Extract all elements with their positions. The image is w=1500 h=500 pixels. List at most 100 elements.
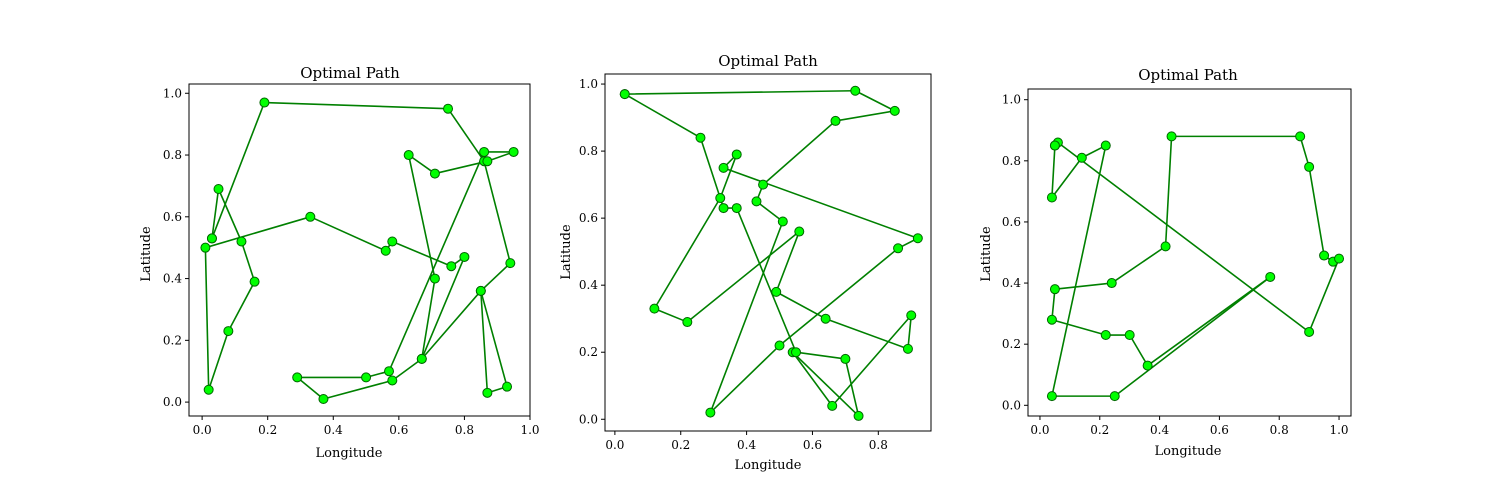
path-segment xyxy=(211,101,266,240)
y-tick-label: 0.4 xyxy=(579,278,598,292)
city-point xyxy=(731,149,742,160)
path-segment xyxy=(1308,257,1340,333)
city-point xyxy=(1160,241,1171,252)
path-segment xyxy=(1113,276,1272,397)
chart-panel-1: Optimal Path Longitude Latitude 0.0 0.2 0.… xyxy=(139,64,540,461)
x-tick-label: 0.0 xyxy=(1030,423,1049,437)
path-segment xyxy=(854,89,896,112)
path-segment xyxy=(907,314,913,350)
city-point xyxy=(774,340,785,351)
x-tick-label: 0.0 xyxy=(605,438,624,452)
city-point xyxy=(682,317,693,328)
city-point xyxy=(403,150,414,161)
y-tick-label: 0.0 xyxy=(163,395,182,409)
path-series xyxy=(200,97,519,405)
path-segment xyxy=(1051,144,1056,199)
y-tick-label: 0.2 xyxy=(579,345,598,359)
city-point xyxy=(203,384,214,395)
chart-title: Optimal Path xyxy=(1138,66,1238,84)
city-point xyxy=(751,196,762,207)
city-point xyxy=(906,310,917,321)
path-segment xyxy=(831,314,913,407)
city-point xyxy=(505,258,516,269)
city-point xyxy=(446,261,457,272)
path-segment xyxy=(391,358,423,382)
city-point xyxy=(718,203,729,214)
city-point xyxy=(1304,161,1315,172)
city-point xyxy=(1334,253,1345,264)
city-point xyxy=(380,245,391,256)
y-tick-label: 1.0 xyxy=(163,86,182,100)
x-axis-label: Longitude xyxy=(735,458,802,473)
city-point xyxy=(443,103,454,114)
x-tick-label: 0.0 xyxy=(193,423,212,437)
y-tick-label: 0.6 xyxy=(1002,215,1021,229)
city-point xyxy=(1142,360,1153,371)
axis-ticks: 0.0 0.2 0.4 0.6 0.8 1.0 0.0 0.2 0.4 0.6 0.8 1.0 xyxy=(163,86,540,437)
path-segment xyxy=(1299,135,1310,168)
city-point xyxy=(705,407,716,418)
plot-area-frame xyxy=(188,83,531,417)
city-point xyxy=(318,394,329,405)
path-segment xyxy=(653,197,722,310)
city-point xyxy=(758,179,769,190)
x-tick-label: 0.8 xyxy=(869,438,888,452)
y-tick-label: 0.0 xyxy=(579,412,598,426)
city-point xyxy=(649,303,660,314)
path-segment xyxy=(686,230,801,323)
city-point xyxy=(361,372,372,383)
city-point xyxy=(1100,330,1111,341)
path-segment xyxy=(483,160,512,264)
path-segment xyxy=(204,216,312,249)
city-point xyxy=(830,115,841,126)
x-axis-label: Longitude xyxy=(1155,444,1222,459)
city-point xyxy=(1049,284,1060,295)
path-segment xyxy=(791,351,860,417)
city-point xyxy=(853,410,864,421)
city-point xyxy=(1100,140,1111,151)
x-tick-label: 1.0 xyxy=(520,423,539,437)
path-segment xyxy=(296,376,325,400)
city-point xyxy=(1304,326,1315,337)
path-segment xyxy=(755,200,784,223)
x-tick-label: 0.4 xyxy=(324,423,343,437)
path-segment xyxy=(824,317,909,350)
path-segment xyxy=(217,188,243,243)
y-tick-label: 0.6 xyxy=(163,210,182,224)
city-point xyxy=(502,381,513,392)
city-point xyxy=(482,387,493,398)
path-segment xyxy=(653,307,689,323)
city-point xyxy=(387,236,398,247)
path-segment xyxy=(623,89,857,95)
path-segment xyxy=(240,240,256,283)
chart-title: Optimal Path xyxy=(300,64,400,82)
path-segment xyxy=(434,160,489,175)
path-segment xyxy=(709,220,784,414)
city-point xyxy=(790,347,801,358)
city-point xyxy=(794,226,805,237)
city-point xyxy=(1319,250,1330,261)
path-segment xyxy=(1128,334,1149,367)
path-segment xyxy=(1308,166,1325,257)
path-segment xyxy=(480,290,489,394)
city-point xyxy=(718,162,729,173)
city-point xyxy=(1295,131,1306,142)
path-segment xyxy=(322,379,394,400)
city-point xyxy=(259,97,270,108)
y-tick-label: 0.2 xyxy=(1002,337,1021,351)
path-segment xyxy=(207,330,230,391)
city-point xyxy=(1046,192,1057,203)
y-tick-label: 0.8 xyxy=(579,144,598,158)
path-segment xyxy=(844,358,860,417)
path-segment xyxy=(1054,282,1113,290)
path-segment xyxy=(795,351,847,360)
city-point xyxy=(305,211,316,222)
city-point xyxy=(1166,131,1177,142)
path-segment xyxy=(480,290,508,388)
city-point xyxy=(1076,152,1087,163)
city-point xyxy=(479,146,490,157)
plot-area-frame xyxy=(604,73,932,432)
y-tick-label: 1.0 xyxy=(1002,93,1021,107)
